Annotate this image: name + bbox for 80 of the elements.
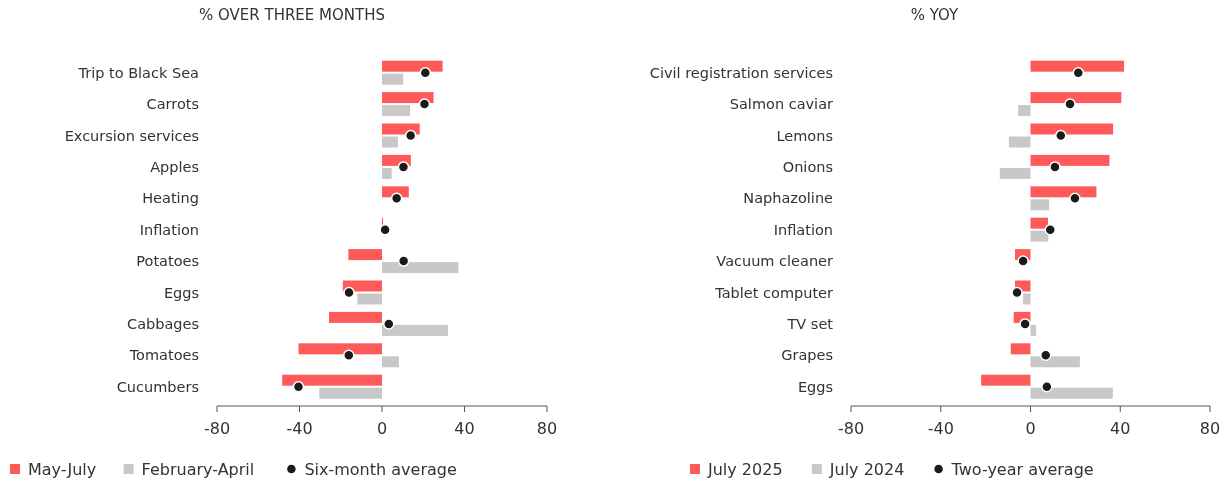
legend-label: February-April xyxy=(141,459,255,479)
bar xyxy=(1030,230,1049,242)
y-tick-label: Carrots xyxy=(146,96,199,113)
y-tick-label: TV set xyxy=(786,315,834,332)
x-tick-label: -40 xyxy=(286,419,313,438)
chart-title: % OVER THREE MONTHS xyxy=(198,6,386,24)
y-tick-label: Naphazoline xyxy=(743,190,834,207)
point xyxy=(397,255,410,267)
bar xyxy=(1030,154,1110,166)
bar xyxy=(298,343,382,355)
bar xyxy=(382,60,443,72)
chart-title: % YOY xyxy=(910,6,960,24)
y-tick-label: Cabbages xyxy=(127,315,199,332)
point xyxy=(397,161,410,173)
bar xyxy=(282,374,382,386)
y-tick-label: Vacuum cleaner xyxy=(716,253,834,270)
bar xyxy=(1023,293,1031,305)
bar xyxy=(1030,186,1097,198)
bar xyxy=(328,311,382,323)
y-tick-label: Onions xyxy=(782,158,833,175)
bar xyxy=(1030,92,1122,104)
bar xyxy=(1010,343,1031,355)
y-tick-label: Trip to Black Sea xyxy=(77,64,199,81)
bar xyxy=(981,374,1031,386)
y-tick-label: Eggs xyxy=(797,378,833,395)
x-tick-label: -80 xyxy=(837,419,865,438)
bar xyxy=(999,167,1031,179)
point xyxy=(1044,223,1056,236)
bar xyxy=(1018,105,1031,117)
y-tick-label: Cucumbers xyxy=(116,378,199,395)
y-tick-label: Salmon caviar xyxy=(729,96,834,113)
bar xyxy=(1030,387,1113,399)
bar xyxy=(382,324,448,336)
point xyxy=(1049,161,1061,173)
point xyxy=(1064,98,1076,110)
point xyxy=(1017,255,1029,267)
y-tick-label: Grapes xyxy=(781,347,833,364)
point xyxy=(1019,318,1031,330)
y-tick-label: Apples xyxy=(150,158,199,175)
y-tick-label: Tablet computer xyxy=(714,284,834,301)
legend-label: July 2024 xyxy=(828,459,905,479)
bar xyxy=(382,356,399,368)
x-tick-label: 0 xyxy=(1025,419,1036,438)
point xyxy=(418,98,431,110)
y-tick-label: Eggs xyxy=(163,284,199,301)
bar xyxy=(382,167,392,179)
y-tick-label: Heating xyxy=(142,190,199,207)
bar xyxy=(1030,199,1050,211)
bar xyxy=(1008,136,1031,148)
bar xyxy=(357,293,382,305)
x-tick-label: -80 xyxy=(203,419,231,438)
x-tick-label: 0 xyxy=(376,419,388,438)
bar xyxy=(382,136,398,148)
legend-label: Two-year average xyxy=(950,459,1094,479)
x-tick-label: 40 xyxy=(1110,419,1131,438)
legend-label: Six-month average xyxy=(304,459,457,479)
legend-label: May-July xyxy=(28,459,97,479)
x-tick-label: 80 xyxy=(1199,419,1221,438)
bar xyxy=(1030,123,1114,135)
bar xyxy=(382,92,434,104)
bar xyxy=(348,249,382,261)
x-tick-label: 80 xyxy=(536,419,558,438)
y-tick-label: Inflation xyxy=(773,221,833,238)
x-tick-label: 40 xyxy=(454,419,475,438)
point xyxy=(383,318,395,330)
legend-label: July 2025 xyxy=(707,459,783,479)
bar xyxy=(1030,217,1048,229)
y-tick-label: Inflation xyxy=(139,221,199,238)
y-tick-label: Tomatoes xyxy=(128,347,199,364)
y-tick-label: Excursion services xyxy=(64,127,199,144)
y-tick-label: Potatoes xyxy=(136,253,199,270)
bar xyxy=(382,262,459,274)
y-tick-label: Civil registration services xyxy=(649,64,833,81)
x-tick-label: -40 xyxy=(927,419,954,438)
bar xyxy=(382,105,411,117)
bar xyxy=(1030,60,1125,72)
bar xyxy=(319,387,382,399)
bar xyxy=(1030,356,1080,368)
bar xyxy=(382,73,404,85)
y-tick-label: Lemons xyxy=(776,127,833,144)
